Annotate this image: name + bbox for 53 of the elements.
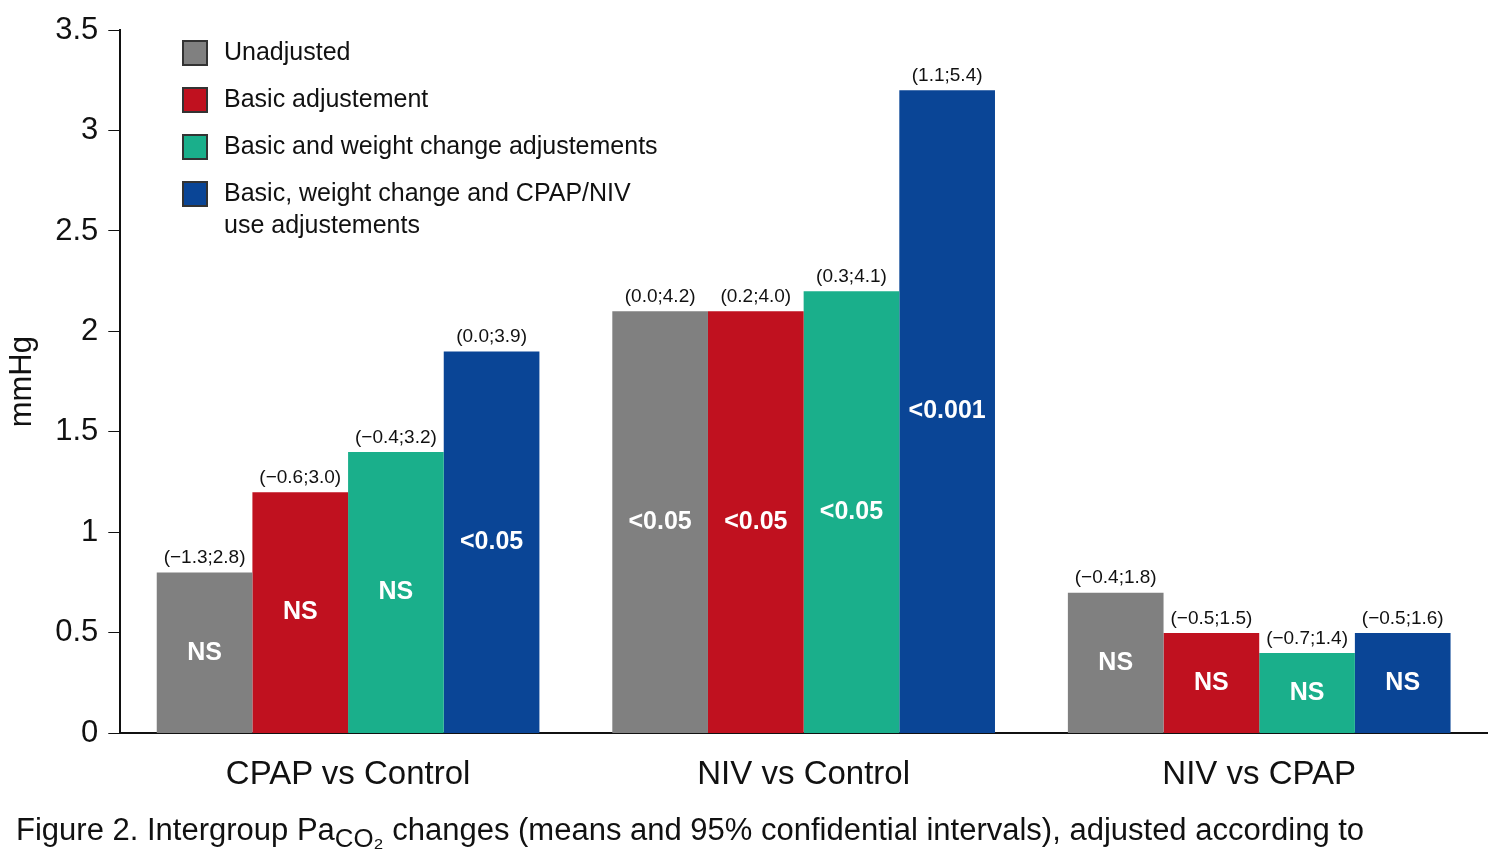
bar: [156, 572, 253, 733]
y-tick-label: 2: [81, 312, 99, 347]
data-label: (0.3;4.1): [816, 265, 887, 286]
annotation: <0.05: [819, 495, 884, 524]
data-label: (−0.5;1.5): [1170, 606, 1253, 628]
annotation: NS: [187, 636, 222, 665]
y-tick-label: 3: [81, 111, 99, 147]
data-label: (−0.4;1.8): [1074, 566, 1157, 588]
x-tick-label: NIV vs Control: [697, 754, 911, 792]
annotation: <0.05: [459, 526, 524, 555]
y-tick-label: 2.5: [55, 211, 99, 247]
y-axis-title: mmHg: [3, 336, 39, 428]
annotation: <0.001: [908, 395, 986, 424]
y-tick-label: 0.5: [55, 613, 99, 649]
annotation: <0.05: [724, 506, 788, 535]
annotation: <0.05: [628, 506, 692, 535]
bar: [348, 452, 444, 733]
bar: [252, 492, 349, 733]
bar: [707, 311, 804, 733]
legend-label: Basic adjustement: [224, 83, 429, 114]
data-label: (0.0;4.2): [624, 285, 696, 307]
data-label: (0.2;4.0): [720, 285, 792, 307]
annotation: NS: [1385, 666, 1421, 695]
caption: Figure 2. Intergroup Pa$_{CO₂}$ changes (means and 95% confidential intervals), adjusted according to: [16, 812, 1365, 852]
x-tick-label: CPAP vs Control: [225, 754, 471, 792]
legend-label: Basic, weight change and CPAP/NIV use adjustements: [224, 177, 632, 240]
data-label: (−1.3;2.8): [163, 546, 246, 568]
y-tick-label: 0: [81, 713, 99, 749]
annotation: NS: [282, 596, 318, 625]
bar: [803, 291, 900, 733]
annotation: NS: [378, 576, 414, 605]
data-label: (0.0;3.9): [456, 325, 527, 347]
bar: [1163, 632, 1260, 733]
bar: [1354, 632, 1451, 733]
legend-label: Basic and weight change adjustements: [224, 130, 658, 161]
annotation: NS: [1098, 646, 1134, 675]
data-label: (−0.4;3.2): [354, 425, 437, 447]
annotation: NS: [1194, 666, 1229, 695]
data-label: (1.1;5.4): [911, 64, 983, 86]
data-label: (−0.5;1.6): [1361, 606, 1444, 628]
annotation: NS: [1289, 676, 1325, 705]
bar: [899, 90, 995, 733]
data-label: (−0.6;3.0): [259, 465, 342, 487]
bar: [612, 311, 708, 733]
legend-label: Unadjusted: [224, 36, 351, 67]
bar: [1067, 592, 1164, 733]
data-label: (−0.7;1.4): [1266, 626, 1348, 648]
y-tick-label: 3.5: [55, 10, 99, 46]
bar: [443, 351, 540, 733]
y-tick-label: 1.5: [55, 412, 99, 448]
bar: [1259, 653, 1355, 733]
y-tick-label: 1: [81, 512, 99, 548]
x-tick-label: NIV vs CPAP: [1162, 754, 1357, 792]
